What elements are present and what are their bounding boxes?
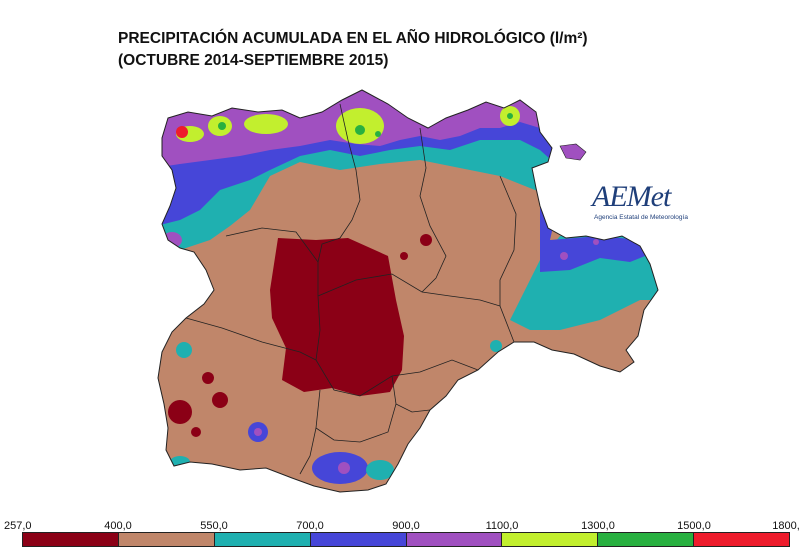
very-wet-core xyxy=(218,122,226,130)
field-257-400 xyxy=(270,238,404,396)
eastern-exclave xyxy=(559,143,587,161)
wet-spot xyxy=(170,456,190,468)
boundary-valladolid-north xyxy=(317,273,501,307)
legend-swatch xyxy=(23,533,119,546)
dry-spot xyxy=(212,392,228,408)
legend-swatch xyxy=(502,533,599,546)
title-line-1: PRECIPITACIÓN ACUMULADA EN EL AÑO HIDROL… xyxy=(118,30,588,47)
dry-spot xyxy=(168,400,192,424)
map-title: PRECIPITACIÓN ACUMULADA EN EL AÑO HIDROL… xyxy=(118,28,588,72)
wet-spot-core xyxy=(254,428,262,436)
legend-tick-label: 1100,0 xyxy=(485,520,519,532)
very-wet-core xyxy=(355,125,365,135)
wettest-spot xyxy=(176,126,188,138)
dry-spot xyxy=(400,252,408,260)
legend-tick-label: 257,0 xyxy=(4,520,32,532)
wet-spot xyxy=(162,232,182,248)
aemet-logo-subtitle: Agencia Estatal de Meteorología xyxy=(594,214,688,221)
very-wet-core xyxy=(375,131,381,137)
legend-swatch xyxy=(406,533,503,546)
dry-spot xyxy=(202,372,214,384)
legend-tick-label: 1800, xyxy=(772,520,800,532)
boundary-zamora-salamanca xyxy=(185,317,317,361)
legend-tick-label: 1500,0 xyxy=(677,520,711,532)
very-wet-core xyxy=(507,113,513,119)
wet-spot xyxy=(490,340,502,352)
legend-swatch xyxy=(310,533,407,546)
wet-spot xyxy=(560,252,568,260)
province-boundaries xyxy=(185,103,517,475)
boundary-avila-segovia xyxy=(315,375,397,443)
legend-tick-label: 550,0 xyxy=(200,520,228,532)
boundary-leon-zamora xyxy=(225,227,321,361)
boundary-burgos-soria xyxy=(499,175,517,343)
legend-swatches xyxy=(22,532,790,547)
wet-spot xyxy=(366,460,394,480)
color-legend: 257,0 400,0 550,0 700,0 900,0 1100,0 1300,0 150… xyxy=(0,518,804,556)
field-700-900-east xyxy=(540,196,658,272)
legend-swatch xyxy=(214,533,311,546)
aemet-logo-word: AEMet xyxy=(592,180,671,213)
dry-spot xyxy=(420,234,432,246)
dry-spot xyxy=(191,427,201,437)
very-wet-spot xyxy=(244,114,288,134)
boundary-salamanca-avila xyxy=(299,389,321,475)
legend-swatch xyxy=(118,533,215,546)
region-outline xyxy=(157,89,659,493)
aemet-logo: AEMet Agencia Estatal de Meteorología xyxy=(592,180,702,224)
legend-tick-label: 700,0 xyxy=(296,520,324,532)
boundary-segovia-east xyxy=(395,403,431,413)
legend-swatch xyxy=(694,533,789,546)
wet-spot xyxy=(176,342,192,358)
boundary-palencia-burgos xyxy=(419,127,447,293)
legend-tick-label: 900,0 xyxy=(392,520,420,532)
wet-spot xyxy=(593,239,599,245)
boundary-leon-palencia xyxy=(317,103,361,263)
wet-spot-south-core xyxy=(338,462,350,474)
legend-tick-label: 400,0 xyxy=(104,520,132,532)
precipitation-fields xyxy=(158,90,658,492)
title-line-2: (OCTUBRE 2014-SEPTIEMBRE 2015) xyxy=(118,52,389,69)
legend-tick-label: 1300,0 xyxy=(581,520,615,532)
legend-swatch xyxy=(598,533,695,546)
